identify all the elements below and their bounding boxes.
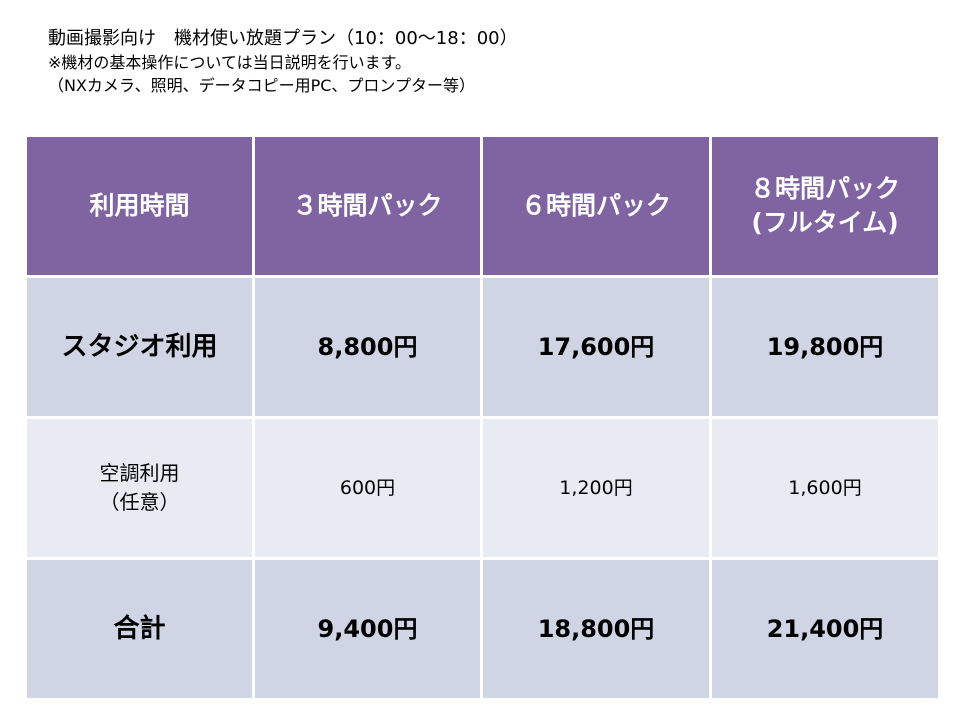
row-label-total: 合計 [24,557,255,701]
price-total-6h: 18,800円 [480,557,712,701]
header-8-hour-pack-line2: (フルタイム) [751,208,899,237]
row-label-air-conditioning: 空調利用 （任意） [24,416,255,560]
table-header-row: 利用時間 ３時間パック ６時間パック ８時間パック (フルタイム) [24,134,941,278]
plan-equipment-list: （NXカメラ、照明、データコピー用PC、プロンプター等） [48,76,475,95]
plan-title: 動画撮影向け 機材使い放題プラン（10：00〜18：00） [48,28,518,49]
price-total-8h: 21,400円 [709,557,941,701]
table-row-studio: スタジオ利用 8,800円 17,600円 19,800円 [24,275,941,419]
plan-note: ※機材の基本操作については当日説明を行います。 [48,53,412,72]
header-6-hour-pack: ６時間パック [480,134,712,278]
header-8-hour-pack-line1: ８時間パック [749,174,900,203]
row-label-studio: スタジオ利用 [24,275,255,419]
price-air-conditioning-8h: 1,600円 [709,416,941,560]
row-label-air-conditioning-line1: 空調利用 [99,461,180,485]
price-table: 利用時間 ３時間パック ６時間パック ８時間パック (フルタイム) スタジオ利用… [24,134,941,701]
row-label-air-conditioning-line2: （任意） [99,490,180,514]
table-row-air-conditioning: 空調利用 （任意） 600円 1,200円 1,600円 [24,416,941,560]
price-total-3h: 9,400円 [252,557,483,701]
header-usage-time: 利用時間 [24,134,255,278]
price-air-conditioning-6h: 1,200円 [480,416,712,560]
table-row-total: 合計 9,400円 18,800円 21,400円 [24,557,941,701]
price-studio-3h: 8,800円 [252,275,483,419]
price-air-conditioning-3h: 600円 [252,416,483,560]
header-8-hour-pack: ８時間パック (フルタイム) [709,134,941,278]
price-studio-6h: 17,600円 [480,275,712,419]
header-3-hour-pack: ３時間パック [252,134,483,278]
plan-intro: 動画撮影向け 機材使い放題プラン（10：00〜18：00） ※機材の基本操作につ… [48,27,928,97]
price-studio-8h: 19,800円 [709,275,941,419]
